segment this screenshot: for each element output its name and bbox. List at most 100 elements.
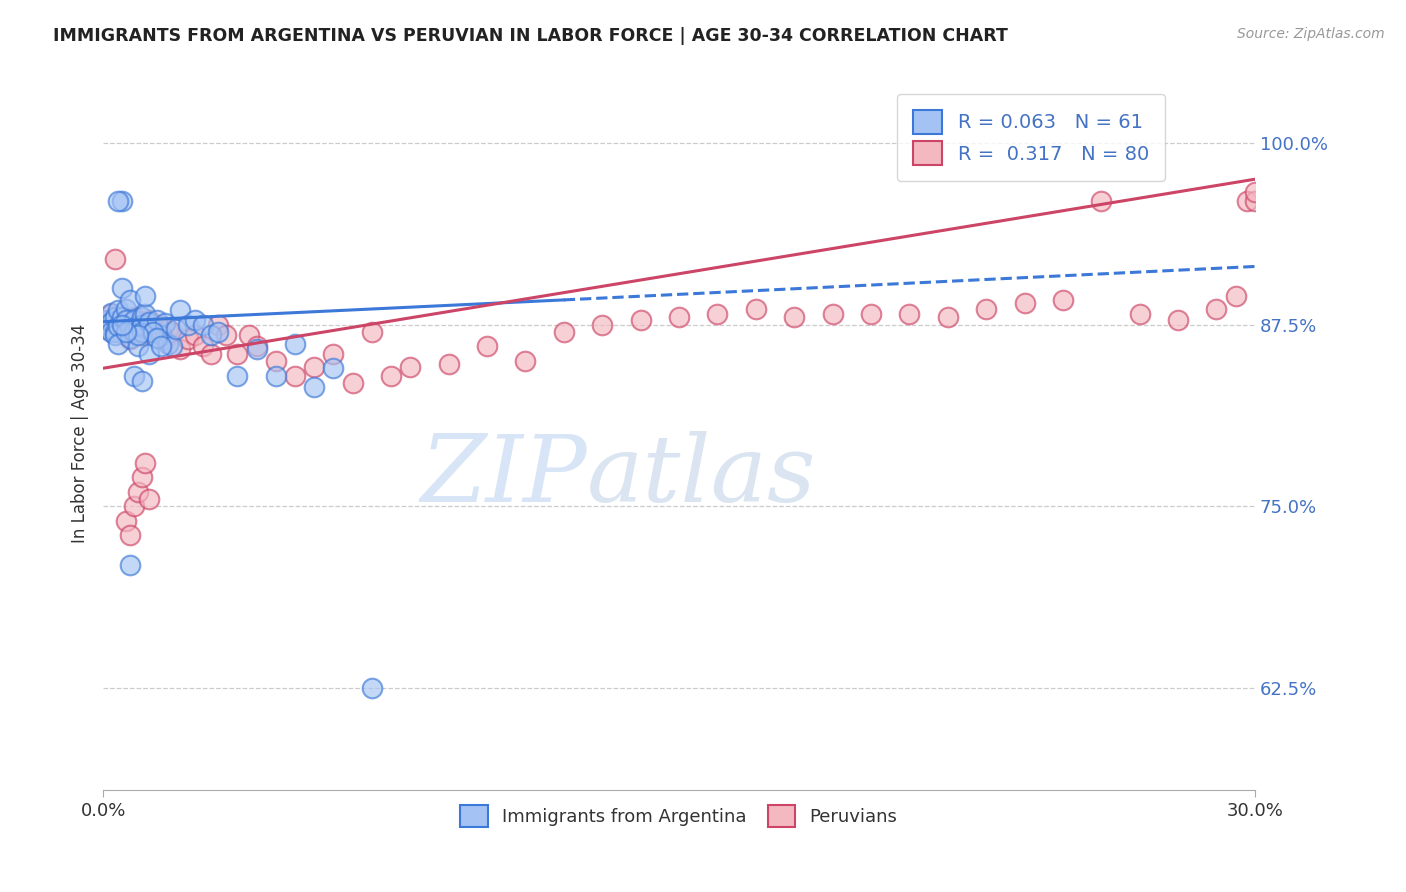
Point <box>226 368 249 383</box>
Point <box>96 320 118 334</box>
Point <box>122 322 145 336</box>
Point <box>131 318 153 332</box>
Point <box>127 325 149 339</box>
Point <box>115 327 138 342</box>
Point <box>153 332 176 346</box>
Point <box>322 361 344 376</box>
Point <box>200 347 222 361</box>
Point <box>821 308 844 322</box>
Point <box>111 310 134 325</box>
Point <box>115 313 138 327</box>
Point <box>207 318 229 332</box>
Point <box>1244 186 1267 200</box>
Point <box>131 327 153 342</box>
Point <box>160 339 183 353</box>
Point <box>131 375 153 389</box>
Point <box>122 310 145 325</box>
Point <box>111 281 134 295</box>
Point <box>284 336 307 351</box>
Point <box>246 343 269 357</box>
Point <box>104 327 127 342</box>
Point <box>131 325 153 339</box>
Point <box>591 318 613 332</box>
Point <box>107 336 129 351</box>
Point <box>553 325 575 339</box>
Point <box>515 354 537 368</box>
Point <box>96 322 118 336</box>
Point <box>157 336 180 351</box>
Point <box>706 308 728 322</box>
Point <box>100 325 122 339</box>
Point <box>898 308 921 322</box>
Point <box>1236 194 1258 208</box>
Point <box>127 327 149 342</box>
Point <box>630 313 652 327</box>
Point <box>107 319 129 334</box>
Point <box>96 318 118 332</box>
Point <box>149 339 172 353</box>
Text: atlas: atlas <box>586 432 817 522</box>
Point <box>134 322 156 336</box>
Point <box>200 327 222 342</box>
Point <box>226 347 249 361</box>
Point <box>475 339 498 353</box>
Text: Source: ZipAtlas.com: Source: ZipAtlas.com <box>1237 27 1385 41</box>
Point <box>191 318 214 332</box>
Point <box>974 301 997 316</box>
Point <box>1167 313 1189 327</box>
Point <box>149 318 172 332</box>
Point <box>122 368 145 383</box>
Point <box>138 347 160 361</box>
Point <box>111 194 134 208</box>
Point <box>142 325 165 339</box>
Point <box>107 325 129 339</box>
Point <box>360 325 382 339</box>
Point <box>1225 288 1247 302</box>
Point <box>1014 295 1036 310</box>
Point <box>1090 194 1112 208</box>
Point <box>783 310 806 325</box>
Point <box>176 332 198 346</box>
Point <box>304 380 326 394</box>
Point <box>936 310 959 325</box>
Point <box>122 313 145 327</box>
Point <box>96 313 118 327</box>
Point <box>169 343 191 357</box>
Point <box>184 313 207 327</box>
Point <box>437 357 460 371</box>
Point <box>1052 293 1074 307</box>
Point <box>107 325 129 339</box>
Text: ZIP: ZIP <box>420 432 586 522</box>
Point <box>360 681 382 695</box>
Point <box>304 359 326 374</box>
Point <box>169 303 191 318</box>
Point <box>149 327 172 342</box>
Point <box>1129 308 1152 322</box>
Point <box>215 327 238 342</box>
Point <box>107 303 129 318</box>
Point <box>100 306 122 320</box>
Point <box>284 368 307 383</box>
Point <box>131 470 153 484</box>
Point <box>104 252 127 267</box>
Point <box>138 315 160 329</box>
Point <box>115 316 138 330</box>
Point <box>238 327 260 342</box>
Point <box>342 376 364 390</box>
Point <box>100 308 122 322</box>
Point <box>122 500 145 514</box>
Point <box>322 347 344 361</box>
Point <box>264 368 287 383</box>
Point <box>142 319 165 334</box>
Point <box>246 339 269 353</box>
Point <box>146 313 169 327</box>
Point <box>134 308 156 322</box>
Point <box>127 339 149 353</box>
Point <box>107 318 129 332</box>
Point <box>134 456 156 470</box>
Point <box>115 325 138 339</box>
Point <box>104 322 127 336</box>
Point <box>118 315 141 329</box>
Point <box>745 301 768 316</box>
Y-axis label: In Labor Force | Age 30-34: In Labor Force | Age 30-34 <box>72 324 89 543</box>
